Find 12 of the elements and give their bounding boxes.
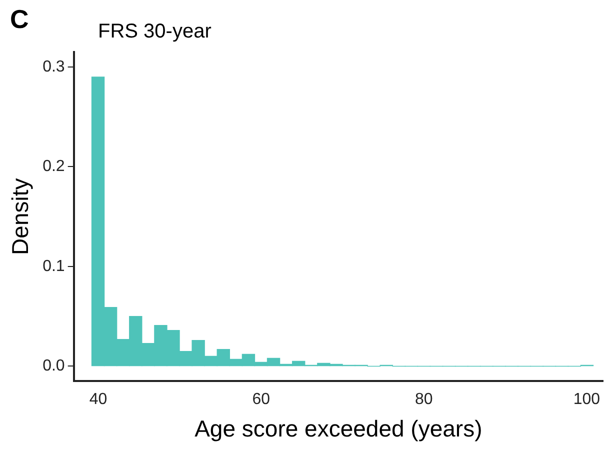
y-tick-label: 0.1 [42, 258, 65, 275]
text: C [10, 4, 29, 34]
x-tick-label: 100 [573, 391, 600, 408]
x-tick-label: 60 [252, 391, 270, 408]
y-axis-title: Density [7, 178, 34, 255]
chart-title: FRS 30-year [98, 20, 212, 43]
y-tick-label: 0.0 [42, 358, 65, 375]
y-tick-label: 0.2 [42, 158, 65, 176]
x-axis-title: Age score exceeded (years) [194, 416, 482, 442]
y-tick-label: 0.3 [42, 58, 65, 76]
x-tick-label: 40 [89, 391, 108, 408]
x-tick-label: 80 [415, 391, 433, 408]
